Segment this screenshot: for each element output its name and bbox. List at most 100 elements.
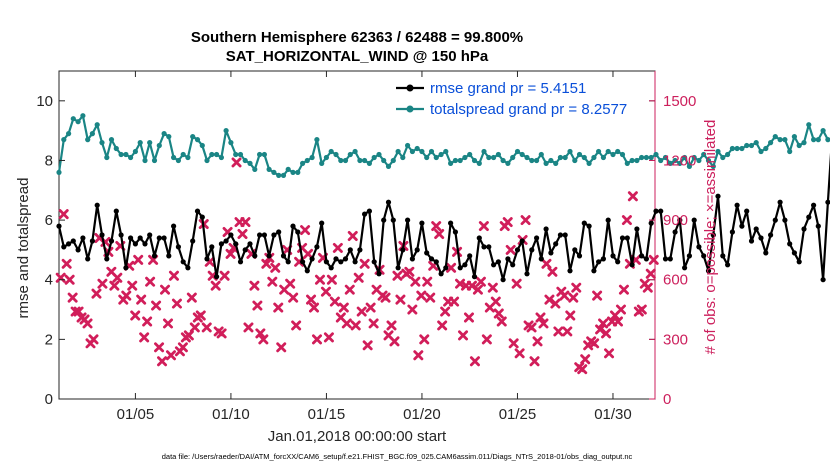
obs-point-stroke bbox=[425, 292, 436, 303]
rmse-point bbox=[113, 208, 119, 214]
obs-point-stroke bbox=[612, 316, 623, 327]
totalspread-point bbox=[820, 128, 826, 134]
totalspread-point bbox=[352, 148, 358, 155]
obs-point-stroke bbox=[195, 310, 206, 321]
obs-point bbox=[201, 322, 212, 333]
data-file-footnote: data file: /Users/raeder/DAI/ATM_forcXX/… bbox=[162, 452, 633, 461]
obs-point-stroke bbox=[130, 310, 141, 321]
rmse-point bbox=[739, 223, 745, 229]
totalspread-point bbox=[424, 154, 430, 161]
rmse-point bbox=[171, 223, 177, 229]
obs-point bbox=[219, 270, 230, 281]
obs-point-stroke bbox=[365, 302, 376, 313]
obs-point-stroke bbox=[419, 334, 430, 345]
obs-point-stroke bbox=[353, 272, 364, 283]
rmse-point bbox=[104, 256, 110, 262]
legend: rmse grand pr = 5.4151 totalspread grand … bbox=[396, 80, 627, 118]
obs-point bbox=[529, 356, 540, 367]
rmse-point bbox=[643, 256, 650, 262]
obs-point-stroke bbox=[168, 270, 179, 281]
x-tick-label: 01/15 bbox=[308, 406, 346, 423]
totalspread-point bbox=[581, 154, 587, 161]
obs-point-stroke bbox=[362, 340, 373, 351]
totalspread-point bbox=[204, 157, 210, 164]
rmse-point bbox=[409, 256, 415, 262]
totalspread-point bbox=[323, 154, 329, 161]
rmse-point bbox=[491, 262, 497, 268]
obs-point bbox=[160, 284, 171, 295]
rmse-point bbox=[366, 208, 372, 214]
obs-point-stroke bbox=[645, 268, 656, 279]
obs-point-stroke bbox=[133, 254, 144, 265]
obs-point bbox=[165, 350, 176, 361]
rmse-point bbox=[772, 217, 778, 223]
rmse-point bbox=[729, 229, 736, 235]
obs-point-stroke bbox=[121, 290, 132, 301]
rmse-point bbox=[782, 217, 788, 223]
obs-point-stroke bbox=[648, 254, 659, 265]
totalspread-point bbox=[228, 140, 234, 146]
totalspread-point bbox=[600, 154, 607, 161]
obs-point-stroke bbox=[270, 262, 281, 273]
obs-point bbox=[171, 298, 182, 309]
x-axis-ticks: 01/05 01/10 01/15 01/20 01/25 01/30 bbox=[117, 71, 632, 423]
obs-point-stroke bbox=[410, 276, 421, 287]
rmse-point bbox=[85, 256, 91, 262]
obs-point-stroke bbox=[466, 280, 477, 291]
rmse-point bbox=[108, 238, 115, 244]
rmse-point bbox=[715, 193, 721, 199]
rmse-point bbox=[567, 268, 573, 274]
rmse-point bbox=[118, 232, 124, 238]
obs-point bbox=[97, 278, 108, 289]
totalspread-point bbox=[390, 157, 396, 164]
rmse-point bbox=[295, 229, 301, 235]
rmse-point bbox=[777, 199, 783, 205]
totalspread-point bbox=[132, 148, 138, 155]
obs-point-stroke bbox=[350, 320, 361, 331]
totalspread-point bbox=[242, 157, 248, 164]
rmse-point bbox=[825, 199, 830, 205]
obs-point bbox=[431, 221, 442, 232]
obs-point-stroke bbox=[58, 209, 69, 220]
obs-point bbox=[508, 338, 519, 349]
obs-point-stroke bbox=[151, 300, 162, 311]
rmse-point bbox=[600, 256, 607, 262]
totalspread-point bbox=[452, 157, 458, 164]
chart-subtitle: SAT_HORIZONTAL_WIND @ 150 hPa bbox=[226, 48, 489, 65]
obs-point bbox=[225, 248, 236, 259]
totalspread-point bbox=[662, 154, 669, 161]
rmse-point bbox=[553, 241, 559, 247]
rmse-point bbox=[705, 268, 712, 274]
obs-point-stroke bbox=[395, 294, 406, 305]
obs-point-stroke bbox=[273, 302, 284, 313]
obs-point bbox=[332, 242, 343, 253]
obs-point bbox=[365, 302, 376, 313]
obs-point-stroke bbox=[88, 334, 99, 345]
plot-area bbox=[55, 70, 830, 400]
rmse-point bbox=[376, 271, 382, 277]
obs-point-stroke bbox=[493, 308, 504, 319]
obs-point bbox=[210, 280, 221, 291]
totalspread-point bbox=[252, 166, 258, 172]
rmse-point bbox=[166, 253, 172, 259]
obs-point bbox=[168, 270, 179, 281]
totalspread-point bbox=[586, 160, 592, 166]
totalspread-point bbox=[619, 151, 626, 158]
obs-point bbox=[577, 364, 588, 375]
obs-point-stroke bbox=[446, 262, 457, 273]
obs-point bbox=[648, 254, 659, 265]
rmse-point bbox=[534, 235, 540, 241]
totalspread-point bbox=[338, 157, 344, 164]
totalspread-point bbox=[524, 154, 530, 161]
totalspread-point bbox=[576, 151, 583, 158]
totalspread-point bbox=[567, 148, 573, 155]
obs-point bbox=[154, 342, 165, 353]
obs-point-stroke bbox=[535, 312, 546, 323]
rmse-point bbox=[242, 247, 248, 253]
rmse-point bbox=[624, 235, 630, 241]
rmse-point bbox=[639, 253, 645, 259]
rmse-point bbox=[753, 226, 759, 232]
rmse-point bbox=[576, 253, 583, 259]
rmse-point bbox=[66, 241, 72, 247]
totalspread-point bbox=[405, 142, 411, 149]
